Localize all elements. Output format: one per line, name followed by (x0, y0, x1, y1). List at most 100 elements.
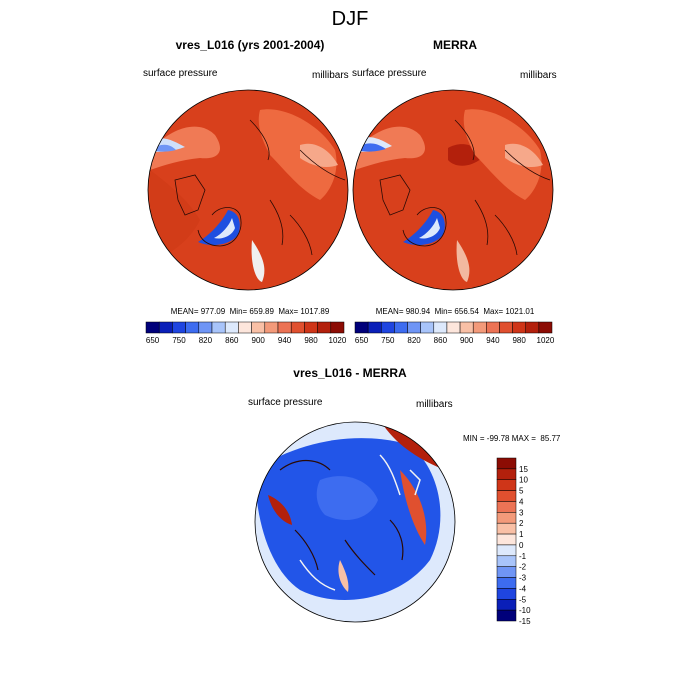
panel3-colorbar-tick-label: 4 (519, 497, 524, 506)
panel3-colorbar-box (496, 609, 517, 622)
figure-title: DJF (331, 8, 369, 30)
panel2-stats: MEAN= 980.94 Min= 656.54 Max= 1021.01 (375, 307, 535, 316)
panel1-colorbar-box (264, 321, 279, 334)
panel3-colorbar-tick-label: 2 (519, 519, 524, 528)
panel2-colorbar-box (381, 321, 395, 334)
panel2-colorbar-box (354, 321, 369, 334)
panel1-coastline-arctic (197, 119, 284, 247)
panel3-colorbar-tick-label: -10 (519, 606, 531, 615)
panel3-coastline (279, 460, 404, 576)
panel1-colorbar-box (290, 321, 305, 334)
panel1-colorbar-tick-label: 940 (278, 336, 292, 345)
panel2-colorbar-tick-label: 650 (355, 336, 369, 345)
panel2-colorbar-tick-label: 940 (486, 336, 500, 345)
panel1-atlantic (150, 170, 200, 260)
panel3-himalaya-red (380, 422, 445, 470)
panel1-colorbar-tick-label: 650 (146, 336, 160, 345)
panel1-plateau-blue (156, 144, 176, 152)
panel2-right-label: millibars (520, 70, 557, 81)
panel1-colorbar-box (158, 321, 173, 334)
panel1-greenland (198, 210, 240, 246)
panel3-right-label: millibars (416, 399, 453, 410)
panel1-colorbar-box (277, 321, 292, 334)
panel2-colorbar-tick-label: 860 (434, 336, 448, 345)
panel2-colorbar-box (420, 321, 435, 334)
panel3-colorbar-box (496, 544, 517, 557)
panel1-colorbar-box (238, 321, 252, 334)
panel1-colorbar-tick-label: 1020 (329, 336, 347, 345)
panel3-colorbar-box (496, 555, 517, 567)
panel2-colorbar-box (525, 321, 540, 334)
panel2-colorbar-box (367, 321, 382, 334)
panel1-coastline-europe (174, 174, 206, 216)
panel1-colorbar-box (198, 321, 213, 334)
panel2-colorbar-box (446, 321, 461, 334)
panel2-greenland-edge (419, 218, 440, 239)
panel2-title: MERRA (433, 38, 477, 52)
panel1-america-land (258, 109, 337, 200)
panel1-colorbar-tick-label: 860 (225, 336, 239, 345)
panel3-colorbar-box (496, 522, 517, 535)
panel2-colorbar: 650 750 820 860 900 940 980 1020 (354, 321, 555, 345)
panel1-eurasia-land (150, 126, 220, 170)
panel3-colorbar-tick-label: -3 (519, 574, 527, 583)
panel2-baffin-light (456, 240, 470, 282)
panel3-stats: MIN = -99.78 MAX = 85.77 (463, 434, 561, 443)
panel2-plateau-blue (360, 143, 386, 152)
panel3-colorbar-tick-label: -15 (519, 617, 531, 626)
panel3-colorbar-box (496, 501, 517, 513)
panel2-colorbar-box (512, 321, 526, 334)
panel3-title: vres_L016 - MERRA (293, 366, 407, 380)
panel3-asia-red (400, 470, 427, 545)
panel3-colorbar-box (496, 457, 517, 470)
panel1-colorbar-box (317, 321, 332, 334)
panel2-colorbar-box (459, 321, 474, 334)
panel3-left-label: surface pressure (248, 397, 323, 408)
panel3-colorbar-box (496, 588, 517, 600)
panel1-colorbar-tick-label: 900 (252, 336, 266, 345)
panel2-colorbar-tick-label: 980 (512, 336, 526, 345)
panel2-colorbar-box (486, 321, 500, 334)
panel3-colorbar-tick-label: -4 (519, 584, 527, 593)
panel2-colorbar-tick-label: 820 (407, 336, 421, 345)
panel1-colorbar-box (211, 321, 226, 334)
panel1-colorbar-box (330, 321, 345, 334)
panel1-map (148, 90, 348, 290)
panel2-eurasia-land (355, 126, 425, 170)
panel1-baffin-light (251, 240, 265, 282)
panel1-map-border (147, 89, 349, 291)
panel2-coastline-europe (379, 174, 411, 216)
panel2-coastline-arctic (402, 119, 489, 247)
panel2-greenland (403, 210, 445, 246)
panel2-america-land (463, 109, 542, 200)
panel1-colorbar: 650 750 820 860 900 940 980 1020 (145, 321, 347, 345)
panel2-colorbar-box (499, 321, 513, 334)
panel3-colorbar-tick-label: 0 (519, 541, 524, 550)
panel3-colorbar-box (496, 577, 517, 589)
panel2-colorbar-box (538, 321, 553, 334)
panel3-colorbar-box (496, 490, 517, 502)
panel2-colorbar-box (472, 321, 487, 334)
panel1-colorbar-box (172, 321, 186, 334)
panel2-map-border (352, 89, 554, 291)
panel2-rockies-light (505, 143, 543, 168)
panel1-left-label: surface pressure (143, 68, 218, 79)
panel2-colorbar-tick-label: 1020 (537, 336, 555, 345)
panel3-colorbar-box (496, 566, 517, 578)
panel1-greenland-edge (214, 218, 235, 239)
panel2-map (353, 90, 553, 290)
panel2-colorbar-tick-label: 750 (381, 336, 395, 345)
panel2-colorbar-box (433, 321, 448, 334)
panel3-map (255, 422, 455, 622)
panel2-colorbar-tick-label: 900 (460, 336, 474, 345)
panel3-colorbar-tick-label: 15 (519, 465, 528, 474)
panel2-left-label: surface pressure (352, 68, 427, 79)
panel1-colorbar-box (224, 321, 239, 334)
panel3-colorbar-box (496, 512, 517, 524)
panel1-stats: MEAN= 977.09 Min= 659.89 Max= 1017.89 (170, 307, 330, 316)
panel3-colorbar-tick-label: -2 (519, 563, 527, 572)
panel3-colorbar-tick-label: 1 (519, 530, 524, 539)
panel2-colorbar-box (394, 321, 408, 334)
